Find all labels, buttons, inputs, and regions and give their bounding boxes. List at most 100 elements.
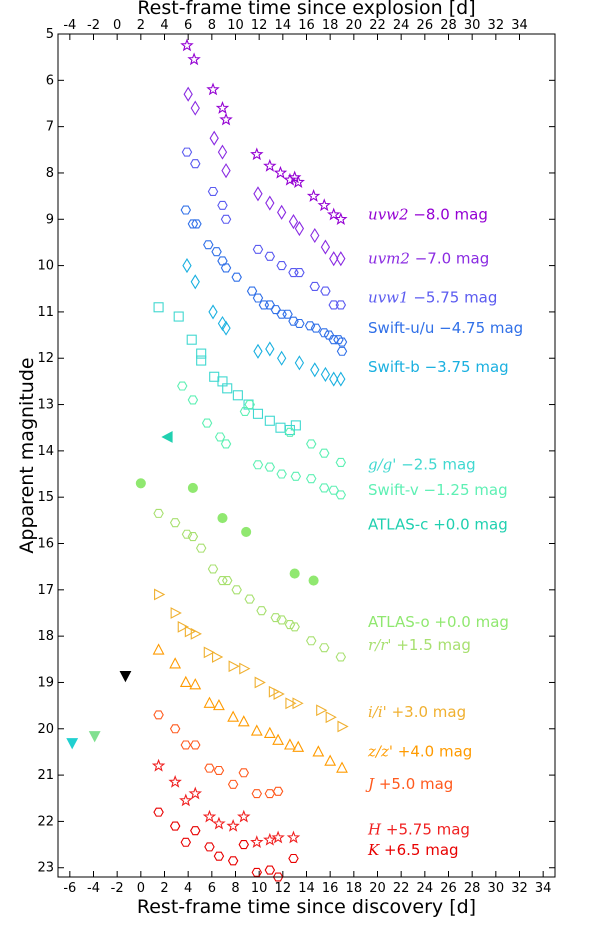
series-labels: uvw2 −8.0 mag uvm2 −7.0 mag uvw1 −5.75 mag… bbox=[365, 205, 523, 859]
data-point bbox=[288, 853, 299, 863]
data-point bbox=[239, 662, 251, 675]
data-point bbox=[151, 758, 166, 772]
x2-tick-label: 4 bbox=[160, 18, 168, 33]
data-point bbox=[190, 740, 201, 750]
data-point bbox=[264, 462, 276, 472]
data-point bbox=[336, 761, 348, 773]
data-point bbox=[231, 585, 242, 595]
data-point bbox=[213, 851, 225, 861]
data-point bbox=[182, 258, 192, 274]
data-point bbox=[250, 835, 264, 848]
x-tick-label: 6 bbox=[208, 881, 216, 896]
series-label: r/r' +1.5 mag bbox=[368, 636, 471, 654]
data-point bbox=[217, 512, 228, 524]
data-point bbox=[276, 309, 287, 319]
data-point bbox=[290, 420, 301, 431]
y-tick-label: 12 bbox=[37, 351, 54, 366]
data-point bbox=[196, 355, 207, 366]
data-point bbox=[226, 818, 240, 832]
data-point bbox=[254, 676, 266, 689]
data-point bbox=[305, 439, 317, 449]
data-point bbox=[265, 195, 275, 211]
y-tick-label: 21 bbox=[37, 768, 54, 783]
data-point bbox=[335, 652, 347, 662]
data-point bbox=[256, 606, 267, 616]
x2-tick-label: 0 bbox=[113, 18, 121, 33]
data-point bbox=[320, 286, 331, 296]
data-point bbox=[294, 268, 305, 278]
series-7-markers bbox=[161, 431, 173, 443]
data-point bbox=[217, 315, 228, 332]
y-tick-label: 22 bbox=[37, 814, 54, 829]
x-tick-label: 0 bbox=[137, 881, 145, 896]
y-tick-label: 17 bbox=[37, 583, 54, 598]
data-point bbox=[204, 763, 215, 773]
data-point bbox=[214, 432, 226, 442]
data-point bbox=[336, 337, 348, 347]
x-tick-label: 34 bbox=[535, 881, 552, 896]
x-tick-label: 24 bbox=[417, 881, 434, 896]
x-tick-label: 8 bbox=[231, 881, 239, 896]
series-label: g/g' −2.5 mag bbox=[368, 455, 476, 473]
x2-tick-label: 20 bbox=[346, 18, 363, 33]
data-point bbox=[153, 508, 164, 518]
data-point bbox=[154, 588, 166, 601]
series-label: J +5.0 mag bbox=[365, 775, 453, 793]
data-point bbox=[190, 159, 201, 169]
data-point bbox=[169, 821, 181, 831]
data-point bbox=[264, 251, 276, 261]
data-point bbox=[325, 711, 337, 724]
x-tick-label: 10 bbox=[251, 881, 268, 896]
data-point bbox=[264, 300, 276, 310]
data-point bbox=[227, 856, 239, 866]
y-tick-label: 13 bbox=[37, 398, 54, 413]
data-point bbox=[264, 415, 275, 426]
data-point bbox=[187, 532, 199, 542]
data-point bbox=[312, 745, 325, 757]
x-axis-title: Rest-frame time since discovery [d] bbox=[137, 896, 476, 918]
x2-tick-label: 12 bbox=[251, 18, 268, 33]
data-point bbox=[241, 526, 252, 537]
series-label: ATLAS-c +0.0 mag bbox=[368, 516, 508, 534]
data-point bbox=[273, 688, 285, 700]
y-tick-label: 15 bbox=[37, 490, 54, 505]
data-point bbox=[292, 697, 304, 710]
data-point bbox=[335, 490, 347, 500]
data-point bbox=[308, 575, 319, 586]
series-label: uvm2 −7.0 mag bbox=[368, 249, 489, 267]
data-point bbox=[153, 807, 164, 817]
x2-tick-label: 10 bbox=[227, 18, 244, 33]
axis-ticks: -6 -4 -2 0 2 4 6 8 10 12 14 16 18 20 22 24 26 28 30 32 34-4-… bbox=[37, 18, 555, 896]
data-point bbox=[177, 381, 188, 391]
data-point bbox=[169, 518, 181, 528]
x2-tick-label: 24 bbox=[393, 18, 410, 33]
x2-tick-label: 26 bbox=[417, 18, 434, 33]
series-label: i/i' +3.0 mag bbox=[368, 703, 466, 721]
data-point bbox=[221, 163, 231, 179]
data-point bbox=[220, 214, 232, 224]
y-tick-label: 14 bbox=[37, 444, 54, 459]
data-point bbox=[276, 615, 287, 625]
data-point bbox=[153, 710, 164, 720]
data-point bbox=[228, 660, 240, 673]
data-point bbox=[181, 147, 193, 157]
data-point bbox=[135, 478, 146, 489]
data-point bbox=[177, 620, 189, 633]
x-tick-label: 20 bbox=[369, 881, 386, 896]
data-point bbox=[319, 643, 330, 653]
data-point bbox=[251, 789, 263, 799]
series-label: Swift-v −1.25 mag bbox=[368, 481, 508, 499]
series-10-markers bbox=[154, 588, 349, 733]
data-point bbox=[189, 678, 202, 690]
x2-tick-label: -2 bbox=[87, 18, 100, 33]
series-label: ATLAS-o +0.0 mag bbox=[368, 613, 509, 631]
series-1-markers bbox=[183, 86, 346, 267]
data-point bbox=[263, 726, 276, 738]
data-markers bbox=[66, 38, 349, 882]
data-point bbox=[232, 390, 243, 401]
data-point bbox=[180, 740, 192, 750]
x-tick-label: 26 bbox=[440, 881, 457, 896]
data-point bbox=[204, 842, 215, 852]
series-11-markers bbox=[152, 643, 348, 773]
